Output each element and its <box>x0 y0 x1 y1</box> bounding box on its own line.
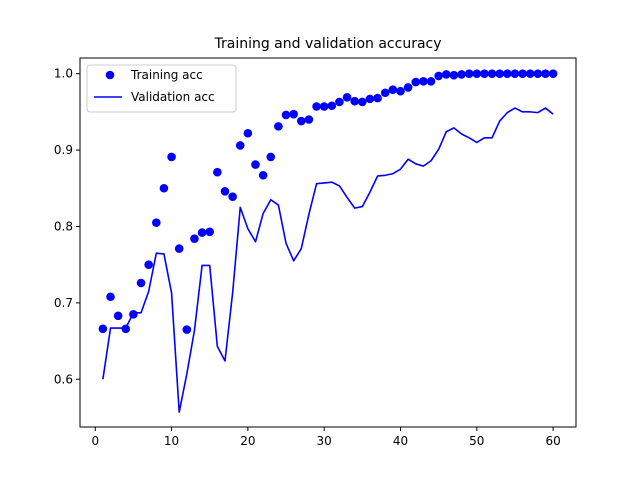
y-tick-label: 0.6 <box>54 372 73 386</box>
data-point-training-acc <box>419 77 428 86</box>
data-point-training-acc <box>472 69 482 78</box>
data-point-training-acc <box>106 292 115 302</box>
data-point-training-acc <box>136 278 146 288</box>
x-tick-label: 60 <box>545 434 560 448</box>
data-point-training-acc <box>480 69 489 78</box>
data-point-training-acc <box>503 69 512 78</box>
data-point-training-acc <box>434 71 443 81</box>
chart-title: Training and validation accuracy <box>213 36 441 52</box>
data-point-training-acc <box>167 152 176 162</box>
data-point-training-acc <box>335 97 344 107</box>
data-point-training-acc <box>518 69 527 78</box>
data-point-training-acc <box>296 116 306 126</box>
y-tick-label: 0.9 <box>54 143 73 157</box>
legend-marker-training <box>105 70 115 80</box>
data-point-training-acc <box>174 244 184 253</box>
data-point-training-acc <box>319 102 329 111</box>
y-tick-label: 1.0 <box>54 67 73 81</box>
data-point-training-acc <box>190 234 199 243</box>
data-point-training-acc <box>152 218 161 227</box>
x-tick-label: 50 <box>469 434 484 448</box>
data-point-training-acc <box>533 69 543 78</box>
data-point-training-acc <box>235 141 245 150</box>
y-tick-label: 0.8 <box>54 219 73 233</box>
data-point-training-acc <box>548 69 558 78</box>
x-tick-label: 0 <box>91 434 99 448</box>
data-point-training-acc <box>289 109 298 119</box>
data-point-training-acc <box>129 310 138 319</box>
data-point-training-acc <box>510 69 520 78</box>
data-point-training-acc <box>281 110 291 120</box>
x-tick-label: 20 <box>240 434 255 448</box>
x-tick-label: 30 <box>317 434 332 448</box>
x-tick-label: 40 <box>393 434 408 448</box>
legend-label-training: Training acc <box>130 68 203 82</box>
series-line-validation-acc <box>102 107 554 413</box>
data-point-training-acc <box>220 187 230 196</box>
x-axis: 0 10 20 30 40 50 60 <box>91 427 561 448</box>
data-point-training-acc <box>411 77 421 87</box>
data-point-training-acc <box>182 325 192 334</box>
data-point-training-acc <box>228 192 237 201</box>
data-point-training-acc <box>312 102 321 111</box>
plot-area <box>98 69 558 413</box>
data-point-training-acc <box>342 93 352 102</box>
data-point-training-acc <box>327 101 337 111</box>
legend-box <box>86 64 237 113</box>
data-point-training-acc <box>251 160 260 169</box>
data-point-training-acc <box>464 69 474 78</box>
axes-frame <box>79 57 577 428</box>
data-point-training-acc <box>441 70 451 79</box>
data-point-training-acc <box>403 83 413 92</box>
data-point-training-acc <box>358 97 367 107</box>
data-point-training-acc <box>266 152 276 162</box>
data-point-training-acc <box>274 122 283 131</box>
data-point-training-acc <box>213 167 222 177</box>
data-point-training-acc <box>388 85 398 94</box>
y-axis: 0.6 0.7 0.8 0.9 1.0 <box>54 67 80 386</box>
data-point-training-acc <box>373 93 382 103</box>
data-point-training-acc <box>205 227 215 237</box>
data-point-training-acc <box>380 88 390 98</box>
data-point-training-acc <box>541 69 550 78</box>
y-tick-label: 0.7 <box>54 296 73 310</box>
data-point-training-acc <box>243 128 253 138</box>
data-point-training-acc <box>495 69 504 78</box>
data-point-training-acc <box>159 183 169 193</box>
data-point-training-acc <box>365 94 375 104</box>
legend-label-validation: Validation acc <box>131 90 215 104</box>
data-point-training-acc <box>525 69 535 78</box>
x-tick-label: 10 <box>164 434 179 448</box>
data-point-training-acc <box>197 228 207 237</box>
data-point-training-acc <box>487 69 497 78</box>
data-point-training-acc <box>98 324 108 334</box>
data-point-training-acc <box>304 115 314 124</box>
data-point-training-acc <box>121 324 131 334</box>
legend: Training acc Validation acc <box>86 64 237 113</box>
data-point-training-acc <box>426 77 436 86</box>
data-point-training-acc <box>449 70 459 80</box>
data-point-training-acc <box>144 260 153 269</box>
data-point-training-acc <box>350 96 360 106</box>
data-point-training-acc <box>396 86 405 96</box>
data-point-training-acc <box>113 311 123 321</box>
data-point-training-acc <box>457 70 466 79</box>
data-point-training-acc <box>258 170 268 180</box>
